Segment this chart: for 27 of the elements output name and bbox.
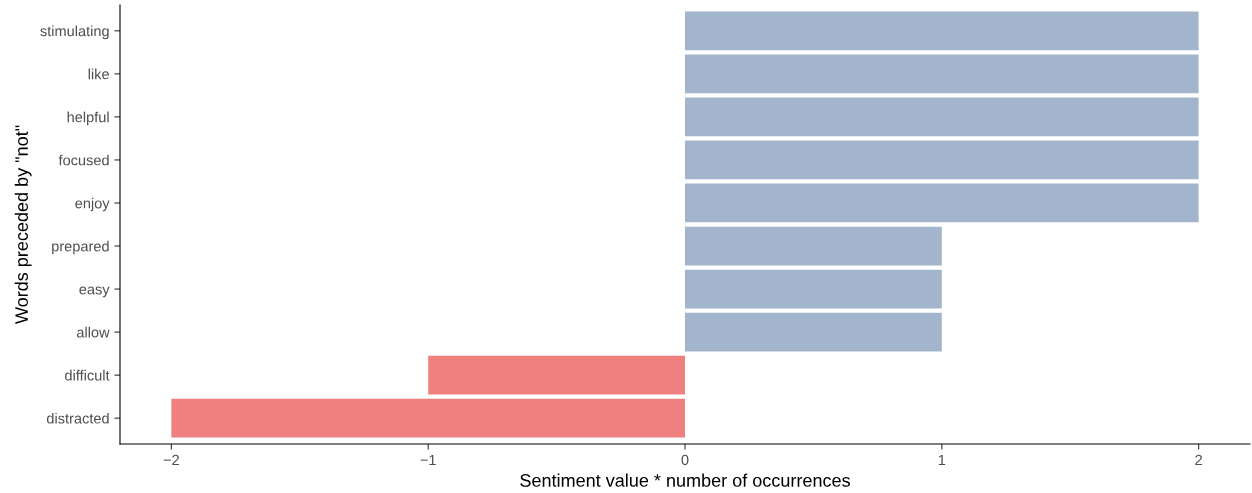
bar	[685, 312, 942, 352]
y-axis-title: Words preceded by "not"	[14, 125, 32, 324]
x-tick-label: −1	[420, 454, 436, 465]
y-tick-label: helpful	[67, 111, 109, 126]
bar	[428, 355, 685, 395]
bar	[685, 183, 1199, 223]
y-tick-label: stimulating	[40, 25, 109, 40]
y-tick-label: easy	[79, 286, 110, 298]
bar	[171, 398, 685, 438]
y-tick-label: like	[88, 68, 109, 80]
bar	[685, 269, 942, 309]
y-tick-label: allow	[76, 326, 110, 338]
x-tick-label: 2	[1195, 454, 1202, 465]
y-tick-label: enjoy	[75, 197, 110, 212]
x-tick-label: −2	[163, 454, 179, 465]
x-axis-title: Sentiment value * number of occurrences	[520, 473, 850, 487]
y-tick-label: prepared	[52, 240, 109, 255]
x-tick-label: 0	[681, 454, 689, 466]
y-tick-label: difficult	[65, 369, 110, 381]
bar	[685, 97, 1199, 137]
bar	[685, 54, 1199, 94]
y-tick-label: focused	[58, 154, 109, 166]
bar	[685, 11, 1199, 51]
bar	[685, 226, 942, 266]
y-tick-label: distracted	[46, 412, 109, 424]
bar	[685, 140, 1199, 180]
x-tick-label: 1	[938, 454, 946, 465]
